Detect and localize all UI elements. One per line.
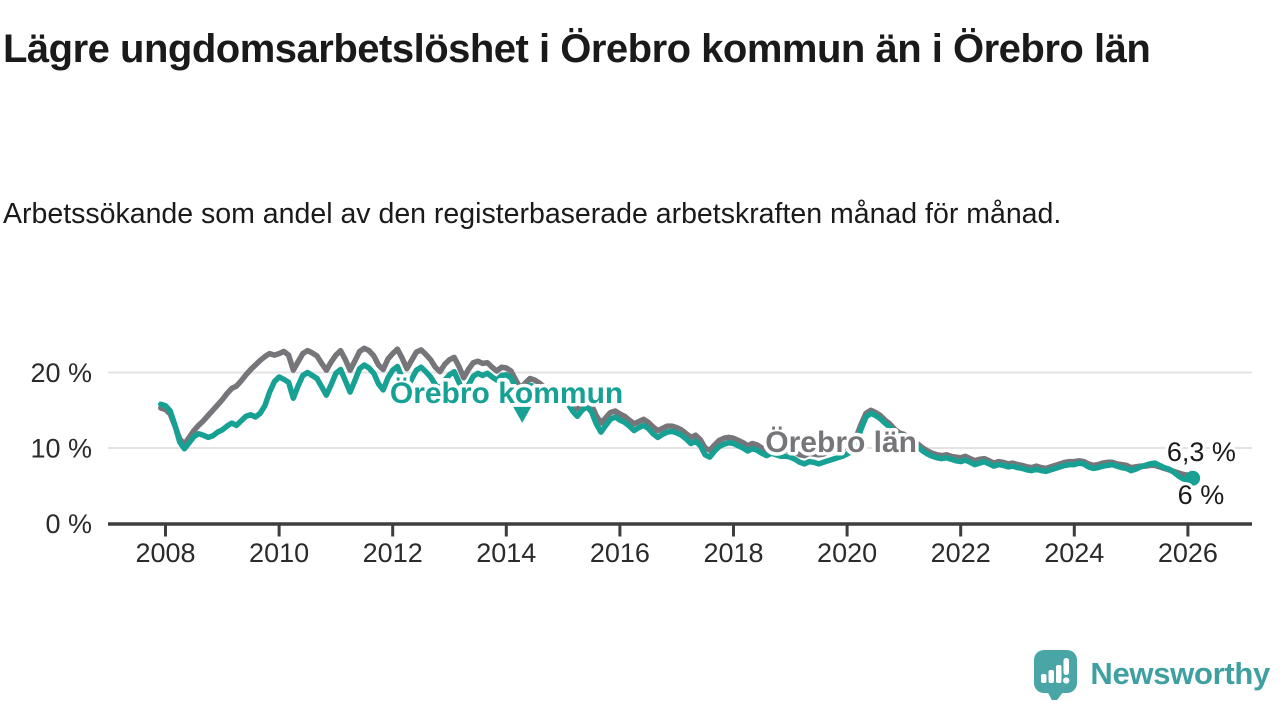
series-end-dot-örebro-kommun xyxy=(1185,470,1201,486)
x-tick-label: 2008 xyxy=(135,538,195,568)
brand-footer: Newsworthy xyxy=(1032,648,1270,700)
end-value-label: 6,3 % xyxy=(1167,437,1236,467)
y-tick-label: 0 % xyxy=(45,509,92,539)
page-title: Lägre ungdomsarbetslöshet i Örebro kommu… xyxy=(3,27,1151,71)
x-tick-label: 2020 xyxy=(817,538,877,568)
chart-subtitle: Arbetssökande som andel av den registerb… xyxy=(3,198,1062,230)
brand-name: Newsworthy xyxy=(1090,656,1270,691)
newsworthy-logo-icon xyxy=(1034,650,1078,700)
series-line-örebro-kommun xyxy=(158,362,1196,483)
x-tick-label: 2026 xyxy=(1158,538,1218,568)
x-tick-label: 2014 xyxy=(476,538,536,568)
x-tick-label: 2024 xyxy=(1044,538,1104,568)
series-line-örebro-län xyxy=(158,345,1196,479)
series-label-pointer-icon xyxy=(513,406,532,423)
x-tick-label: 2012 xyxy=(363,538,423,568)
x-tick-label: 2022 xyxy=(931,538,991,568)
x-tick-label: 2018 xyxy=(703,538,763,568)
series-label-örebro-kommun: Örebro kommun xyxy=(390,377,623,410)
x-tick-label: 2010 xyxy=(249,538,309,568)
end-value-label: 6 % xyxy=(1178,480,1225,510)
y-tick-label: 20 % xyxy=(30,358,92,388)
series-label-örebro-län: Örebro län xyxy=(765,426,917,459)
y-tick-label: 10 % xyxy=(30,434,92,464)
x-tick-label: 2016 xyxy=(590,538,650,568)
